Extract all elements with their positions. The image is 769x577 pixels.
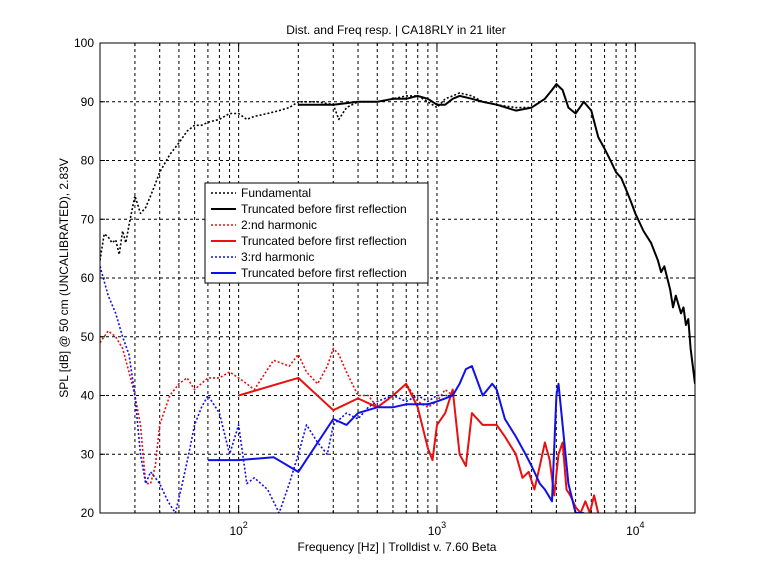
y-tick-label: 60	[81, 271, 95, 285]
x-axis-label: Frequency [Hz] | Trolldist v. 7.60 Beta	[298, 540, 497, 554]
y-tick-label: 50	[81, 330, 95, 344]
series-line-2	[298, 83, 695, 384]
x-tick-exponent: 4	[639, 520, 644, 530]
y-tick-label: 80	[81, 154, 95, 168]
chart-title: Dist. and Freq resp. | CA18RLY in 21 lit…	[286, 23, 505, 37]
series-line-6	[207, 365, 584, 513]
y-tick-label: 100	[74, 36, 94, 50]
x-tick-exponent: 3	[441, 520, 446, 530]
legend: Fundamental Truncated before first reflec…	[204, 182, 429, 284]
legend-label-4: Truncated before first reflection	[241, 234, 407, 248]
legend-box	[204, 182, 429, 284]
legend-label-1: Fundamental	[241, 186, 311, 200]
y-tick-label: 90	[81, 95, 95, 109]
y-tick-label: 20	[81, 506, 95, 520]
y-tick-label: 30	[81, 447, 95, 461]
x-tick-exponent: 2	[243, 520, 248, 530]
y-axis-label: SPL [dB] @ 50 cm (UNCALIBRATED), 2.83V	[57, 158, 71, 398]
y-tick-label: 70	[81, 212, 95, 226]
series-layer	[100, 83, 695, 513]
y-tick-label: 40	[81, 389, 95, 403]
y-axis-ticks: 20 30 40 50 60 70 80 90 100	[74, 36, 695, 520]
legend-label-5: 3:rd harmonic	[241, 250, 314, 264]
legend-label-2: Truncated before first reflection	[241, 202, 407, 216]
legend-label-6: Truncated before first reflection	[241, 266, 407, 280]
legend-label-3: 2:nd harmonic	[241, 218, 317, 232]
